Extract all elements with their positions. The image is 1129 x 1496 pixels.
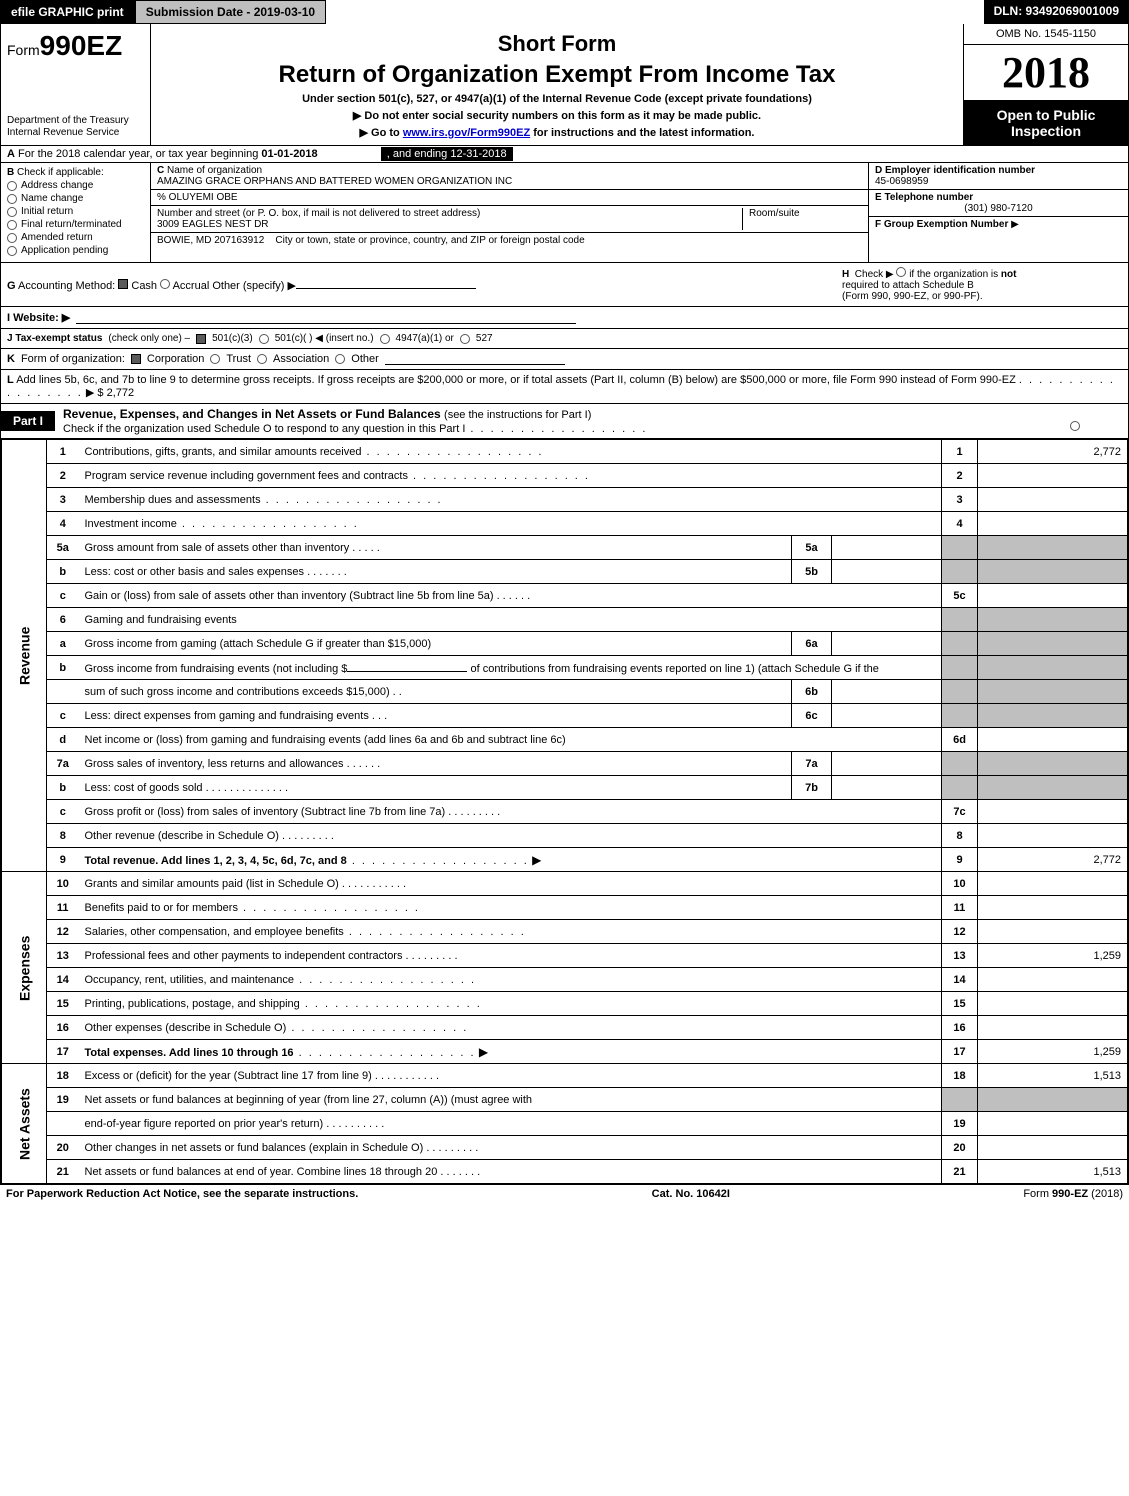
accrual-checkbox[interactable]: [160, 279, 170, 289]
dln-label: DLN: 93492069001009: [984, 0, 1129, 24]
revenue-side-label: Revenue: [2, 440, 47, 872]
short-form-title: Short Form: [161, 31, 953, 57]
row-l-gross-receipts: L Add lines 5b, 6c, and 7b to line 9 to …: [1, 370, 1128, 404]
line-21-value: 1,513: [978, 1160, 1128, 1184]
line-18-value: 1,513: [978, 1064, 1128, 1088]
part-1-header: Part I Revenue, Expenses, and Changes in…: [1, 404, 1128, 439]
department-label: Department of the Treasury Internal Reve…: [7, 115, 144, 139]
ssn-note: ▶ Do not enter social security numbers o…: [161, 109, 953, 122]
form-number: Form990EZ: [7, 30, 144, 62]
net-assets-side-label: Net Assets: [2, 1064, 47, 1184]
city-state-zip: BOWIE, MD 207163912: [157, 235, 264, 246]
section-note: Under section 501(c), 527, or 4947(a)(1)…: [161, 93, 953, 105]
tax-year: 2018: [964, 45, 1128, 101]
schedule-o-checkbox[interactable]: [1070, 421, 1080, 431]
501c-checkbox[interactable]: [259, 334, 269, 344]
application-pending-checkbox[interactable]: [7, 246, 17, 256]
ending-badge: , and ending 12-31-2018: [381, 147, 513, 161]
street-address: 3009 EAGLES NEST DR: [157, 219, 269, 230]
form-header: Form990EZ Department of the Treasury Int…: [0, 24, 1129, 146]
amended-return-checkbox[interactable]: [7, 233, 17, 243]
initial-return-checkbox[interactable]: [7, 207, 17, 217]
row-k-form-org: K Form of organization: Corporation Trus…: [1, 349, 1128, 370]
ein-value: 45-0698959: [875, 176, 928, 187]
expenses-side-label: Expenses: [2, 872, 47, 1064]
association-checkbox[interactable]: [257, 354, 267, 364]
corporation-checkbox[interactable]: [131, 354, 141, 364]
org-name: AMAZING GRACE ORPHANS AND BATTERED WOMEN…: [157, 176, 512, 187]
line-9-value: 2,772: [978, 848, 1128, 872]
line-13-value: 1,259: [978, 944, 1128, 968]
top-bar: efile GRAPHIC print Submission Date - 20…: [0, 0, 1129, 24]
part-1-table: Revenue 1 Contributions, gifts, grants, …: [1, 439, 1128, 1184]
final-return-checkbox[interactable]: [7, 220, 17, 230]
page-footer: For Paperwork Reduction Act Notice, see …: [0, 1185, 1129, 1203]
submission-date-button[interactable]: Submission Date - 2019-03-10: [135, 0, 326, 24]
telephone-value: (301) 980-7120: [875, 203, 1122, 214]
cash-checkbox[interactable]: [118, 279, 128, 289]
line-1-value: 2,772: [978, 440, 1128, 464]
omb-number: OMB No. 1545-1150: [964, 24, 1128, 45]
other-org-checkbox[interactable]: [335, 354, 345, 364]
row-i-website: I Website: ▶: [1, 307, 1128, 329]
4947-checkbox[interactable]: [380, 334, 390, 344]
trust-checkbox[interactable]: [210, 354, 220, 364]
check-applicable-list: Address change Name change Initial retur…: [7, 180, 144, 256]
row-j-tax-status: J Tax-exempt status (check only one) – 5…: [1, 329, 1128, 349]
efile-print-button[interactable]: efile GRAPHIC print: [0, 0, 135, 24]
line-17-value: 1,259: [978, 1040, 1128, 1064]
care-of: % OLUYEMI OBE: [157, 192, 238, 203]
entity-block: B Check if applicable: Address change Na…: [1, 163, 1128, 263]
row-g-h: G Accounting Method: Cash Accrual Other …: [1, 263, 1128, 307]
name-change-checkbox[interactable]: [7, 194, 17, 204]
goto-note: ▶ Go to www.irs.gov/Form990EZ for instru…: [161, 126, 953, 139]
open-to-public-badge: Open to Public Inspection: [964, 101, 1128, 145]
row-a-tax-year: A For the 2018 calendar year, or tax yea…: [1, 146, 1128, 163]
return-title: Return of Organization Exempt From Incom…: [161, 61, 953, 89]
527-checkbox[interactable]: [460, 334, 470, 344]
irs-link[interactable]: www.irs.gov/Form990EZ: [403, 127, 530, 139]
501c3-checkbox[interactable]: [196, 334, 206, 344]
address-change-checkbox[interactable]: [7, 181, 17, 191]
h-checkbox[interactable]: [896, 267, 906, 277]
